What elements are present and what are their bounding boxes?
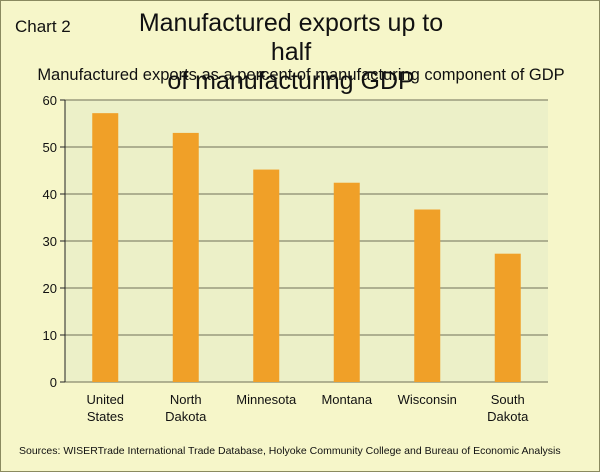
chart-title-line-2: of manufacturing GDP xyxy=(167,67,415,95)
chart-number-label: Chart 2 xyxy=(15,17,71,36)
y-tick-label-60: 60 xyxy=(43,93,57,108)
x-tick-label-5-line-0: South xyxy=(491,392,525,407)
chart-title: Manufactured exports up to half of manuf… xyxy=(121,9,461,96)
x-tick-label-1-line-0: North xyxy=(170,392,202,407)
x-tick-label-3: Montana xyxy=(321,392,372,407)
x-tick-label-2-line-0: Minnesota xyxy=(236,392,297,407)
y-tick-label-20: 20 xyxy=(43,281,57,296)
y-tick-label-0: 0 xyxy=(50,375,57,390)
y-tick-label-10: 10 xyxy=(43,328,57,343)
sources-note: Sources: WISERTrade International Trade … xyxy=(19,445,561,457)
x-tick-label-5: South Dakota xyxy=(487,392,529,424)
bar-2 xyxy=(253,169,280,382)
x-tick-label-4: Wisconsin xyxy=(398,392,457,407)
x-tick-label-2: Minnesota xyxy=(236,392,297,407)
y-tick-label-40: 40 xyxy=(43,187,57,202)
bar-5 xyxy=(494,253,521,382)
chart-title-line-1: Manufactured exports up to half xyxy=(138,9,444,66)
y-tick-label-50: 50 xyxy=(43,140,57,155)
y-tick-label-30: 30 xyxy=(43,234,57,249)
bar-4 xyxy=(414,209,441,382)
x-tick-label-1-line-1: Dakota xyxy=(165,409,207,424)
x-tick-label-5-line-1: Dakota xyxy=(487,409,529,424)
x-tick-label-1: North Dakota xyxy=(165,392,207,424)
x-tick-label-0: United States xyxy=(86,392,124,424)
bar-0 xyxy=(92,113,119,382)
x-tick-label-0-line-1: States xyxy=(87,409,124,424)
x-tick-label-0-line-0: United xyxy=(86,392,124,407)
x-tick-label-4-line-0: Wisconsin xyxy=(398,392,457,407)
chart-subtitle: Manufactured exports as a percent of man… xyxy=(37,66,565,84)
bar-3 xyxy=(333,182,360,382)
x-tick-label-3-line-0: Montana xyxy=(321,392,372,407)
bar-1 xyxy=(172,132,199,382)
